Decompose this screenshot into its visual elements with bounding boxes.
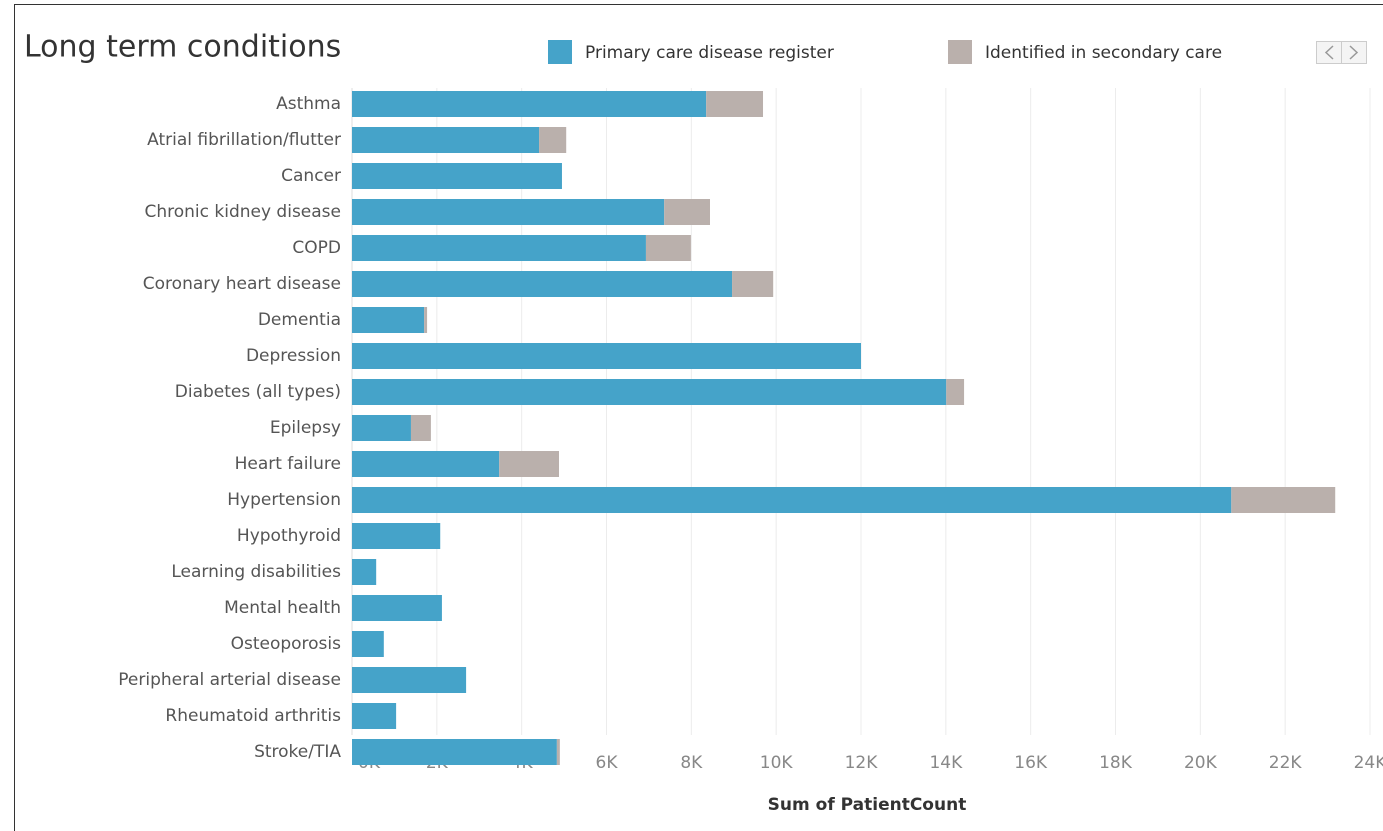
nav-prev[interactable] xyxy=(1324,45,1334,60)
y-tick-label: Cancer xyxy=(281,166,341,186)
y-tick-label: Depression xyxy=(246,346,341,366)
x-axis-title: Sum of PatientCount xyxy=(768,795,967,815)
y-tick-label: Learning disabilities xyxy=(171,562,341,582)
y-tick-label: Coronary heart disease xyxy=(143,274,341,294)
bar-segment xyxy=(352,91,707,117)
bar-segment xyxy=(352,631,384,657)
x-tick-label: 8K xyxy=(680,753,703,773)
bar-segment xyxy=(352,487,1232,513)
x-tick-label: 6K xyxy=(596,753,619,773)
legend-swatch xyxy=(948,40,972,64)
y-tick-label: Epilepsy xyxy=(270,418,341,438)
bar-segment xyxy=(352,703,397,729)
bar-segment xyxy=(352,235,646,261)
x-tick-label: 20K xyxy=(1184,753,1218,773)
bar-segment xyxy=(352,127,540,153)
y-tick-label: COPD xyxy=(292,238,341,258)
chart-title: Long term conditions xyxy=(24,30,341,65)
y-tick-label: Asthma xyxy=(276,94,341,114)
x-tick-label: 10K xyxy=(760,753,794,773)
y-tick-label: Mental health xyxy=(224,598,341,618)
bar-segment xyxy=(352,451,500,477)
bar-segment xyxy=(352,739,557,765)
y-tick-label: Osteoporosis xyxy=(231,634,342,654)
y-tick-label: Heart failure xyxy=(235,454,341,474)
bar-segment xyxy=(352,595,442,621)
x-tick-label: 18K xyxy=(1099,753,1133,773)
y-tick-label: Chronic kidney disease xyxy=(144,202,341,222)
bar-segment xyxy=(645,235,691,261)
bar-segment xyxy=(352,415,411,441)
bar-segment xyxy=(352,343,861,369)
bar-segment xyxy=(352,523,441,549)
bar-segment xyxy=(352,163,562,189)
bar-segment xyxy=(352,271,733,297)
x-tick-label: 24K xyxy=(1354,753,1383,773)
bar-segment xyxy=(664,199,710,225)
y-tick-label: Hypothyroid xyxy=(237,526,341,546)
legend-label: Identified in secondary care xyxy=(985,43,1222,63)
bar-segment xyxy=(556,739,560,765)
bar-segment xyxy=(352,379,947,405)
x-tick-label: 22K xyxy=(1269,753,1303,773)
y-tick-label: Atrial fibrillation/flutter xyxy=(147,130,341,150)
y-tick-label: Hypertension xyxy=(227,490,341,510)
bar-segment xyxy=(352,559,377,585)
bar-segment xyxy=(352,199,665,225)
bar-segment xyxy=(706,91,764,117)
frame xyxy=(14,4,1383,831)
y-tick-label: Diabetes (all types) xyxy=(175,382,341,402)
bar-segment xyxy=(946,379,965,405)
bar-segment xyxy=(732,271,774,297)
y-tick-label: Stroke/TIA xyxy=(254,742,341,762)
y-tick-label: Dementia xyxy=(258,310,341,330)
bar-segment xyxy=(1231,487,1336,513)
bar-segment xyxy=(424,307,428,333)
y-tick-label: Peripheral arterial disease xyxy=(118,670,341,690)
legend-swatch xyxy=(548,40,572,64)
nav-buttons xyxy=(1316,41,1367,64)
x-tick-label: 16K xyxy=(1014,753,1048,773)
y-tick-label: Rheumatoid arthritis xyxy=(165,706,341,726)
bar-segment xyxy=(499,451,559,477)
bar-segment xyxy=(410,415,431,441)
bar-segment xyxy=(352,307,425,333)
legend-label: Primary care disease register xyxy=(585,43,834,63)
bar-segment xyxy=(539,127,567,153)
nav-next[interactable] xyxy=(1349,45,1359,60)
x-tick-label: 12K xyxy=(845,753,879,773)
x-tick-label: 14K xyxy=(929,753,963,773)
bar-segment xyxy=(352,667,467,693)
